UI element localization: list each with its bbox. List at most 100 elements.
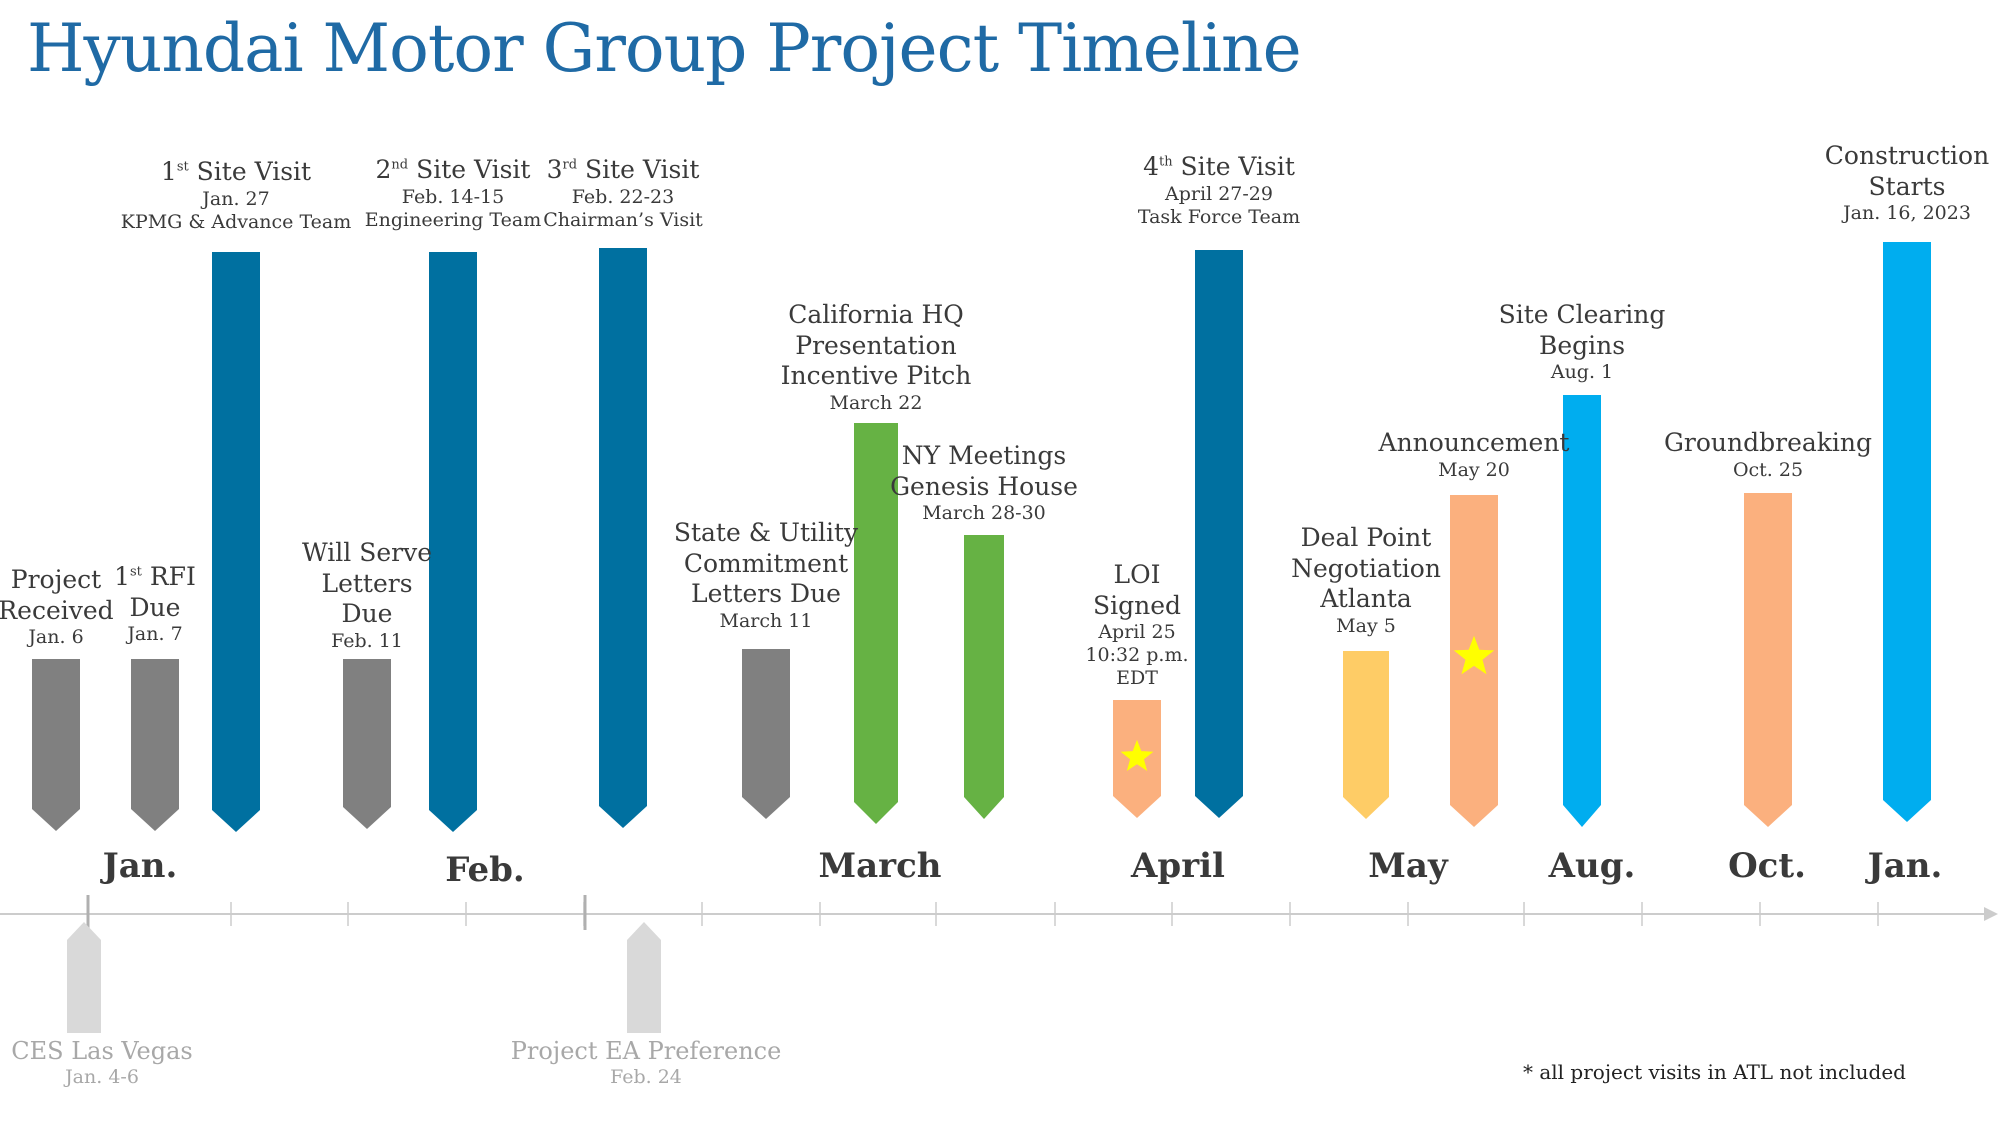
month-label: Oct.: [1728, 846, 1806, 886]
event-title: Project: [10, 565, 102, 594]
event-label: Project Received Jan. 6: [0, 565, 114, 649]
event-title: Presentation: [795, 330, 957, 360]
month-label: May: [1368, 846, 1448, 886]
month-label: Jan.: [102, 846, 178, 886]
event-title: LOI: [1113, 560, 1161, 589]
event-date: EDT: [1116, 667, 1158, 690]
pre-event-label: Project EA Preference Feb. 24: [511, 1036, 782, 1090]
event-date: Engineering Team: [364, 208, 542, 231]
event-bar: [1343, 651, 1389, 819]
event-bar: [212, 252, 260, 832]
event-date: April 25: [1098, 621, 1176, 643]
event-title: Received: [0, 595, 114, 625]
event-date: May 5: [1336, 614, 1396, 637]
event-title: Construction: [1824, 141, 1990, 170]
event-title: 4th Site Visit: [1143, 152, 1295, 181]
event-title: Incentive Pitch: [780, 361, 972, 390]
event-title: NY Meetings: [901, 441, 1067, 470]
event-bar: [1563, 395, 1601, 827]
event-bar: [131, 659, 179, 831]
event-title: Starts: [1868, 171, 1946, 201]
event-title: 3rd Site Visit: [546, 155, 700, 184]
pre-event-arrow: [67, 922, 101, 1033]
event-title: Signed: [1092, 590, 1182, 620]
event-label: 2nd Site Visit Feb. 14-15 Engineering Team: [365, 155, 541, 232]
event-label: Announcement May 20: [1379, 428, 1570, 482]
event-label: 3rd Site Visit Feb. 22-23 Chairman’s Visit: [543, 155, 703, 232]
event-title: Negotiation: [1291, 553, 1441, 583]
pre-event-date: Feb. 24: [610, 1066, 682, 1088]
event-date: Task Force Team: [1137, 205, 1301, 228]
event-title: Atlanta: [1320, 584, 1412, 613]
event-title: Commitment: [683, 548, 849, 578]
event-title: Due: [129, 592, 181, 622]
pre-event-arrow: [627, 922, 661, 1033]
month-label: March: [818, 846, 942, 886]
event-label: Groundbreaking Oct. 25: [1664, 428, 1872, 482]
event-bar: [854, 423, 898, 824]
pre-event-name: Project EA Preference: [510, 1037, 782, 1065]
event-date: Jan. 6: [28, 626, 84, 648]
event-date: Chairman’s Visit: [543, 208, 703, 231]
event-date: Jan. 7: [127, 623, 183, 645]
star-icon: [1453, 635, 1495, 675]
event-bar: [1195, 250, 1243, 818]
event-title: Groundbreaking: [1663, 428, 1873, 457]
event-label: LOI Signed April 25 10:32 p.m. EDT: [1085, 560, 1188, 691]
event-date: Feb. 14-15: [401, 185, 505, 208]
event-bar: [599, 248, 647, 828]
event-bar: [1744, 493, 1792, 827]
event-date: Feb. 11: [331, 629, 403, 652]
event-date: March 22: [829, 391, 923, 414]
event-label: 1st RFI Due Jan. 7: [114, 562, 196, 646]
event-label: State & Utility Commitment Letters Due Marc…: [674, 518, 858, 633]
event-label: 1st Site Visit Jan. 27 KPMG & Advance Team: [121, 157, 352, 234]
month-label: Jan.: [1867, 846, 1943, 886]
event-date: March 11: [719, 609, 813, 632]
month-label: April: [1131, 846, 1225, 886]
event-date: Jan. 16, 2023: [1843, 202, 1971, 224]
event-date: April 27-29: [1165, 182, 1273, 205]
event-date: Aug. 1: [1550, 361, 1614, 383]
event-bar: [32, 659, 80, 831]
event-title: Letters Due: [691, 579, 841, 608]
event-label: Site Clearing Begins Aug. 1: [1499, 300, 1666, 384]
event-title: Begins: [1538, 330, 1626, 360]
pre-event-date: Jan. 4-6: [65, 1066, 139, 1088]
event-bar: [742, 649, 790, 819]
event-bar: [343, 659, 391, 829]
event-title: Will Serve: [302, 538, 432, 567]
event-title: 1st Site Visit: [160, 157, 312, 186]
event-label: California HQ Presentation Incentive Pitch…: [781, 300, 972, 415]
month-label: Feb.: [445, 850, 525, 890]
event-label: Deal Point Negotiation Atlanta May 5: [1291, 523, 1441, 638]
event-title: Site Clearing: [1498, 300, 1666, 329]
event-date: March 28-30: [922, 502, 1046, 524]
event-date: May 20: [1438, 458, 1510, 481]
month-label: Aug.: [1548, 846, 1636, 886]
event-title: California HQ: [788, 300, 964, 329]
event-label: 4th Site Visit April 27-29 Task Force Team: [1138, 152, 1300, 229]
event-date: Feb. 22-23: [571, 185, 675, 208]
event-title: Due: [341, 599, 393, 628]
event-title: Genesis House: [890, 471, 1078, 501]
pre-event-name: CES Las Vegas: [11, 1037, 193, 1065]
event-title: Letters: [321, 568, 413, 598]
event-title: 2nd Site Visit: [375, 155, 531, 184]
event-date: 10:32 p.m.: [1085, 644, 1189, 667]
footnote: * all project visits in ATL not included: [1523, 1060, 1906, 1084]
event-bar: [964, 535, 1004, 819]
event-title: State & Utility: [673, 518, 859, 547]
event-bar: [1883, 242, 1931, 822]
event-title: Deal Point: [1300, 523, 1432, 552]
pre-event-label: CES Las Vegas Jan. 4-6: [11, 1036, 192, 1090]
event-date: Oct. 25: [1732, 458, 1804, 481]
event-title: 1st RFI: [114, 562, 196, 591]
star-icon: [1120, 739, 1154, 771]
event-label: Will Serve Letters Due Feb. 11: [302, 538, 432, 653]
event-label: Construction Starts Jan. 16, 2023: [1825, 141, 1989, 225]
event-bar: [429, 252, 477, 832]
event-title: Announcement: [1378, 428, 1570, 457]
